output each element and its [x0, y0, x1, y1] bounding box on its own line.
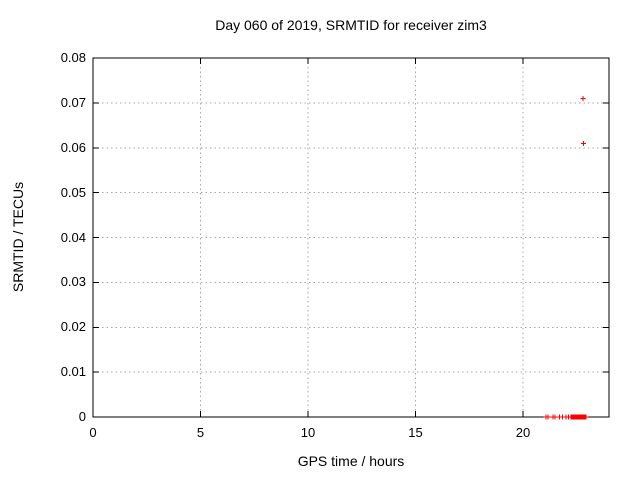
x-tick-label: 0: [89, 425, 97, 440]
x-tick-label: 10: [300, 425, 316, 440]
y-tick-label: 0: [78, 409, 86, 424]
y-tick-label: 0.01: [60, 364, 86, 380]
y-tick-label: 0.05: [60, 184, 86, 200]
x-tick-label: 20: [515, 425, 531, 440]
x-axis-label: GPS time / hours: [297, 453, 405, 469]
chart-title: Day 060 of 2019, SRMTID for receiver zim…: [215, 17, 487, 33]
y-tick-label: 0.06: [60, 139, 86, 155]
y-tick-label: 0.02: [60, 319, 86, 335]
y-tick-label: 0.07: [60, 94, 86, 110]
x-tick-label: 15: [408, 425, 423, 440]
x-tick-label: 5: [196, 425, 205, 440]
y-tick-label: 0.08: [60, 50, 86, 65]
y-tick-label: 0.04: [60, 229, 86, 245]
y-tick-label: 0.03: [60, 274, 86, 290]
